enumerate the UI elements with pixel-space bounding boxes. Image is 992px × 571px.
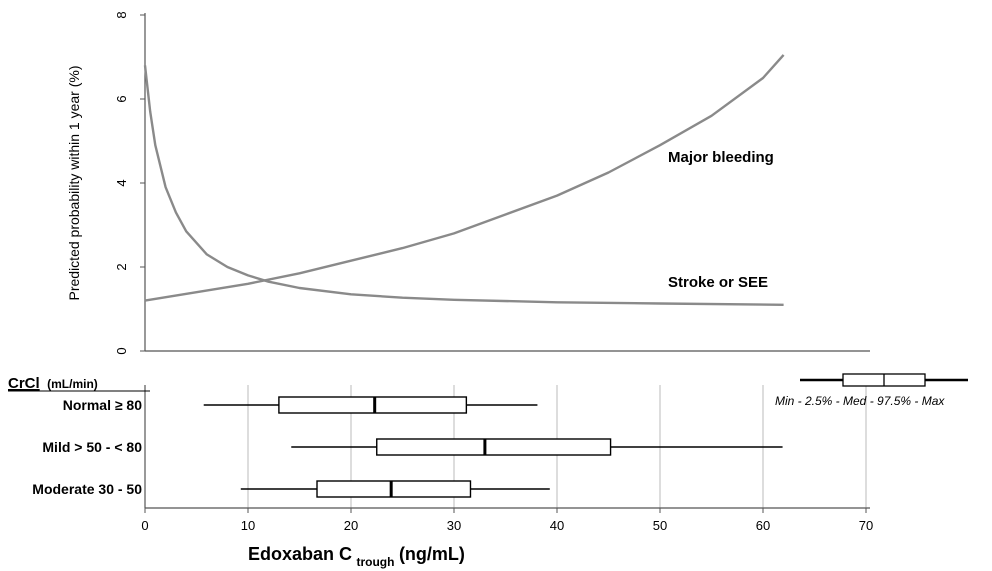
box bbox=[278, 396, 468, 414]
crcl-header: CrCl (mL/min) bbox=[8, 375, 150, 392]
top-y-tick-label: 8 bbox=[114, 11, 129, 18]
top-y-tick-label: 0 bbox=[114, 347, 129, 354]
legend-text: Min - 2.5% - Med - 97.5% - Max bbox=[775, 394, 945, 408]
x-tick-label: 20 bbox=[344, 518, 358, 533]
category-label: Mild > 50 - < 80 bbox=[42, 439, 142, 455]
category-label: Moderate 30 - 50 bbox=[32, 481, 142, 497]
x-tick-label: 70 bbox=[859, 518, 873, 533]
stroke-see-curve bbox=[143, 65, 784, 306]
box-plot-row bbox=[203, 396, 538, 414]
x-axis-label-unit: (ng/mL) bbox=[399, 544, 465, 564]
box-plot-row bbox=[240, 480, 550, 498]
major-bleeding-label: Major bleeding bbox=[668, 149, 774, 166]
category-labels: Normal ≥ 80 Mild > 50 - < 80 Moderate 30 -… bbox=[32, 397, 142, 497]
top-y-tick-label: 2 bbox=[114, 263, 129, 270]
top-curves bbox=[143, 54, 785, 306]
x-tick-label: 10 bbox=[241, 518, 255, 533]
x-tick-label: 30 bbox=[447, 518, 461, 533]
box-plots bbox=[203, 396, 783, 498]
top-y-tick-label: 4 bbox=[114, 179, 129, 186]
x-tick-label: 0 bbox=[141, 518, 148, 533]
bottom-x-ticks: 0 10 20 30 40 50 60 70 bbox=[141, 508, 873, 533]
stroke-see-label: Stroke or SEE bbox=[668, 274, 768, 291]
box bbox=[376, 438, 612, 456]
box-plot-row bbox=[291, 438, 783, 456]
top-panel: 0 2 4 6 8 Predicted probability within 1 yea… bbox=[66, 11, 870, 355]
top-y-tick-label: 6 bbox=[114, 95, 129, 102]
top-y-ticks: 0 2 4 6 8 bbox=[114, 11, 145, 355]
bottom-panel: 0 10 20 30 40 50 60 70 Normal ≥ 80 Mild > 50 - <… bbox=[8, 373, 968, 570]
x-tick-label: 40 bbox=[550, 518, 564, 533]
x-axis-label-sub: trough bbox=[356, 555, 394, 569]
category-label: Normal ≥ 80 bbox=[63, 397, 142, 413]
x-axis-label: Edoxaban C trough (ng/mL) bbox=[248, 544, 465, 570]
major-bleeding-curve bbox=[144, 54, 785, 302]
x-tick-label: 60 bbox=[756, 518, 770, 533]
svg-text:CrCl (mL/min): CrCl (mL/min) bbox=[8, 375, 98, 392]
legend-boxplot: Min - 2.5% - Med - 97.5% - Max bbox=[775, 373, 968, 408]
x-axis-label-main: Edoxaban C bbox=[248, 544, 352, 564]
crcl-title: CrCl bbox=[8, 375, 40, 392]
x-tick-label: 50 bbox=[653, 518, 667, 533]
top-y-axis-label: Predicted probability within 1 year (%) bbox=[66, 66, 82, 301]
crcl-unit: (mL/min) bbox=[47, 377, 98, 391]
box bbox=[316, 480, 472, 498]
